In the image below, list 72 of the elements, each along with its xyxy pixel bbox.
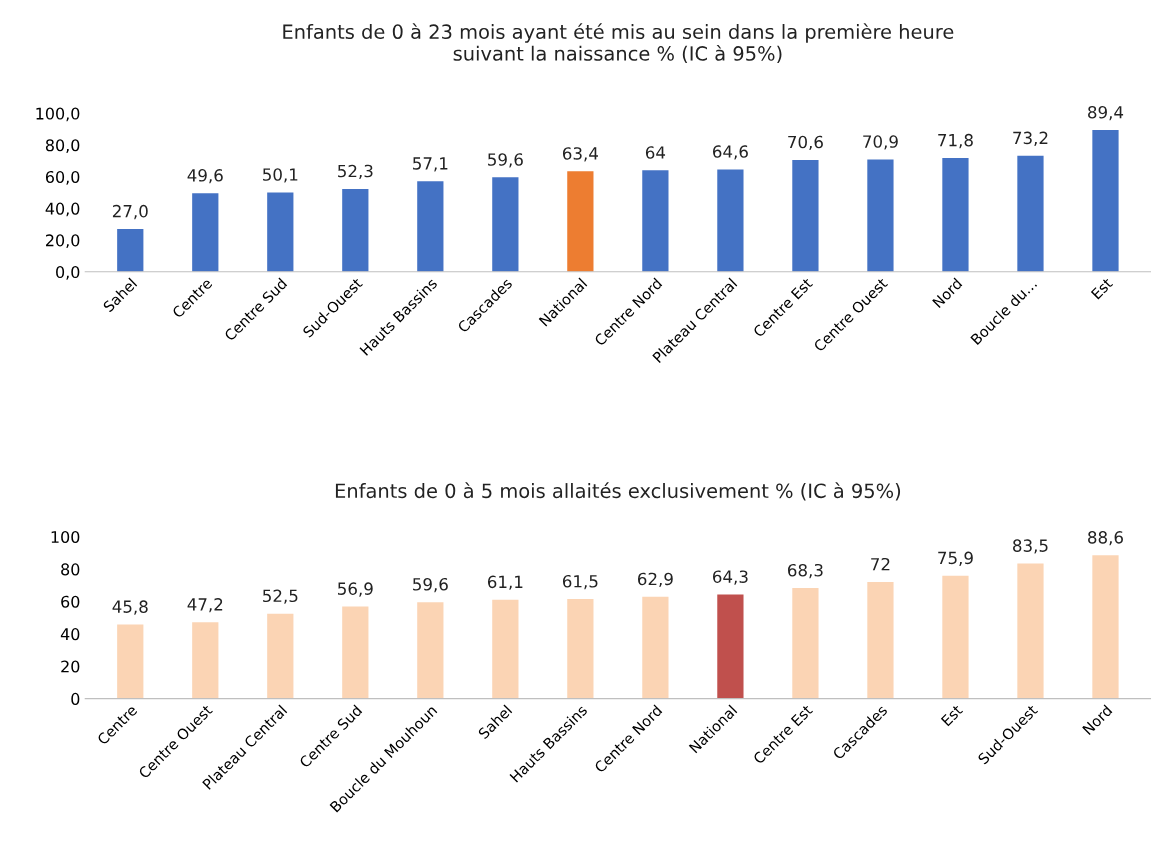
x-tick-label: Est <box>1090 277 1114 300</box>
data-label: 57,1 <box>413 157 448 172</box>
data-label: 61,5 <box>562 574 598 590</box>
bar <box>867 159 894 272</box>
y-tick-label: 80,0 <box>45 139 80 153</box>
data-label: 64 <box>645 146 666 159</box>
data-label: 64,3 <box>713 570 748 585</box>
bar <box>267 613 294 699</box>
bar <box>417 602 444 699</box>
bar <box>942 158 969 272</box>
data-label: 56,9 <box>338 582 373 597</box>
data-label: 45,8 <box>112 600 148 615</box>
bar <box>867 582 894 699</box>
data-label: 52,3 <box>338 164 373 180</box>
data-label: 70,6 <box>788 135 823 151</box>
data-label: 68,3 <box>788 563 823 579</box>
data-label: 50,1 <box>263 168 298 183</box>
data-label: 49,6 <box>187 169 223 184</box>
y-tick-label: 0,0 <box>56 266 80 280</box>
bar <box>717 169 744 272</box>
chart-title: Enfants de 0 à 5 mois allaités exclusivement % (IC à 95%) <box>335 482 901 501</box>
bar <box>192 622 219 699</box>
y-tick-label: 0 <box>71 692 80 705</box>
data-label: 70,9 <box>863 135 898 150</box>
bar <box>342 606 369 699</box>
bar <box>717 594 744 699</box>
bar <box>792 588 819 699</box>
data-label: 27,0 <box>112 204 148 220</box>
bar <box>192 193 219 272</box>
bar <box>942 575 969 699</box>
y-tick-label: 100 <box>51 530 80 544</box>
bar <box>492 177 519 272</box>
data-label: 71,8 <box>938 133 973 149</box>
y-tick-label: 20,0 <box>46 234 80 249</box>
data-label: 75,9 <box>938 551 973 566</box>
bar <box>567 599 594 699</box>
bar <box>1092 130 1119 272</box>
data-label: 89,4 <box>1088 105 1124 121</box>
data-label: 64,6 <box>713 145 748 160</box>
bar <box>417 181 444 272</box>
bar <box>267 192 294 272</box>
bar <box>1017 155 1044 272</box>
y-tick-label: 60,0 <box>45 170 80 185</box>
data-label: 73,2 <box>1013 131 1048 146</box>
data-label: 47,2 <box>187 598 223 613</box>
data-label: 88,6 <box>1088 531 1123 546</box>
bar <box>1017 563 1044 699</box>
data-label: 72 <box>871 557 890 571</box>
data-label: 61,1 <box>487 575 523 590</box>
bar <box>342 188 369 272</box>
bar <box>492 599 519 699</box>
data-label: 59,6 <box>488 153 523 168</box>
y-tick-label: 60 <box>61 595 80 608</box>
bar <box>1092 555 1119 699</box>
data-label: 83,5 <box>1013 539 1048 554</box>
bar <box>117 229 144 272</box>
y-tick-label: 40 <box>60 628 80 641</box>
y-tick-label: 100,0 <box>36 107 80 122</box>
bar <box>642 170 669 272</box>
y-tick-label: 80 <box>61 563 80 576</box>
data-label: 63,4 <box>562 147 598 162</box>
bar <box>117 624 144 699</box>
data-label: 62,9 <box>637 572 673 587</box>
bar <box>642 596 669 699</box>
bar <box>792 159 819 272</box>
data-label: 52,5 <box>263 589 298 604</box>
chart-title: Enfants de 0 à 23 mois ayant été mis au sein dans la première heure suivant la naissance % (IC à 95%) <box>283 23 954 64</box>
y-tick-label: 40,0 <box>45 202 80 217</box>
y-tick-label: 20 <box>61 660 80 673</box>
x-tick-label: Est <box>940 704 964 727</box>
bar <box>567 171 594 272</box>
data-label: 59,6 <box>413 577 448 593</box>
